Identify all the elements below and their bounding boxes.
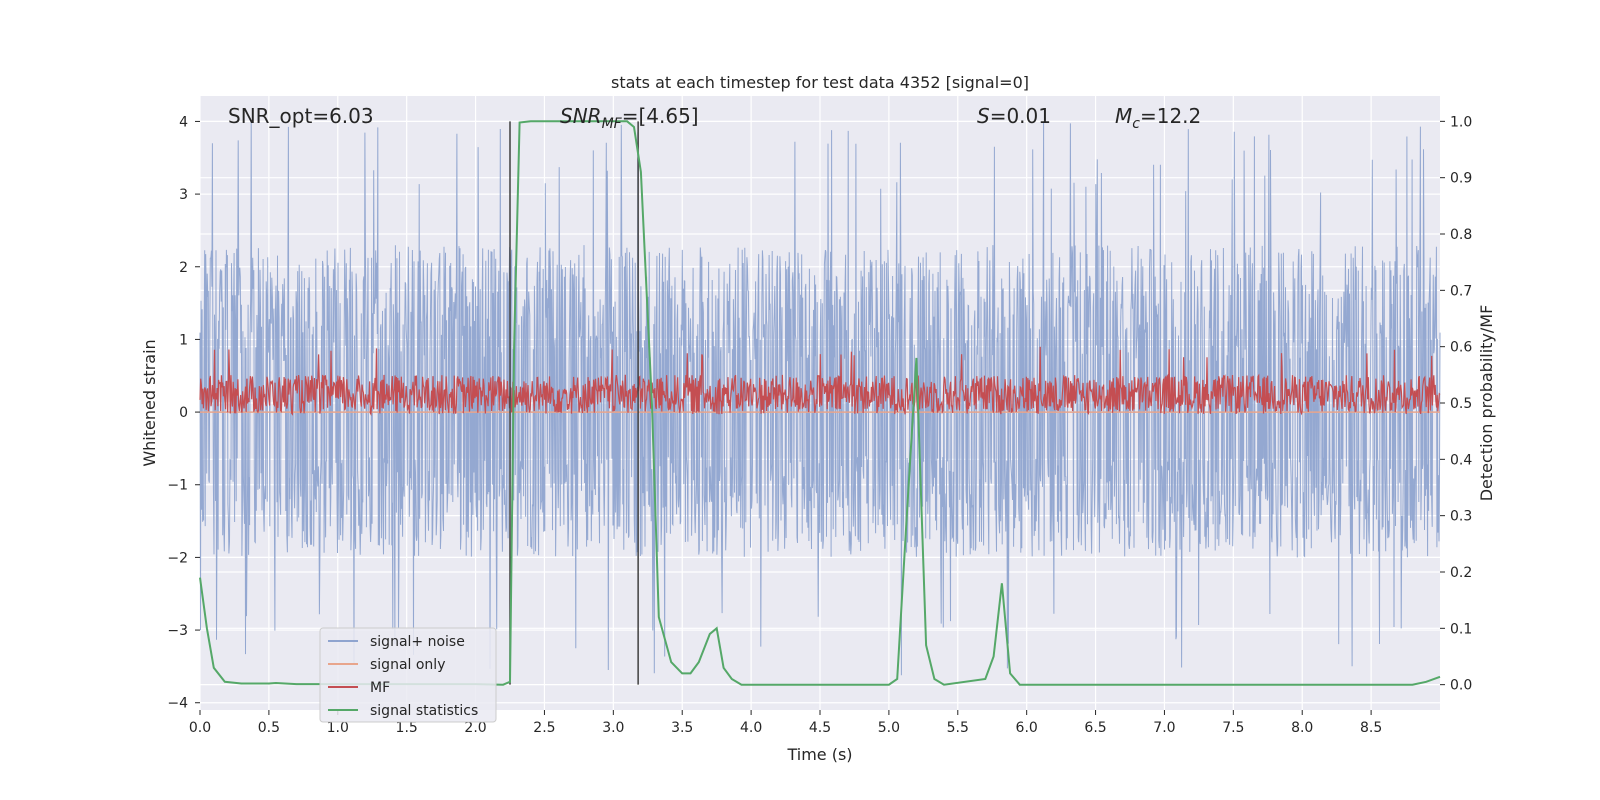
y2-tick-label-5: 0.5: [1450, 396, 1472, 412]
x-tick-label-3: 1.5: [396, 720, 418, 736]
x-tick-label-11: 5.5: [947, 720, 969, 736]
series-line-mf: [199, 346, 1441, 417]
legend-label-mf: MF: [370, 680, 390, 696]
chart-title: stats at each timestep for test data 435…: [611, 73, 1029, 92]
y-axis-right-label: Detection probability/MF: [1477, 305, 1496, 502]
x-tick-label-1: 0.5: [258, 720, 280, 736]
y2-tick-label-3: 0.7: [1450, 283, 1472, 299]
y-tick-label-2: 2: [179, 260, 188, 276]
y-tick-label-1: 3: [179, 187, 188, 203]
mf-series: [199, 346, 1441, 417]
annotation-snr-mf: SNRMF=[4.65]: [560, 104, 699, 132]
annotation-mc: Mc=12.2: [1115, 104, 1201, 132]
x-axis-label: Time (s): [786, 745, 852, 764]
x-tick-label-10: 5.0: [878, 720, 900, 736]
x-tick-label-5: 2.5: [533, 720, 555, 736]
y-tick-label-5: −1: [167, 478, 188, 494]
y-tick-label-6: −2: [167, 550, 188, 566]
legend-label-signal: signal only: [370, 657, 445, 673]
x-tick-label-9: 4.5: [809, 720, 831, 736]
x-tick-label-0: 0.0: [189, 720, 211, 736]
y2-tick-label-8: 0.2: [1450, 565, 1472, 581]
y2-tick-label-7: 0.3: [1450, 509, 1472, 525]
x-tick-label-7: 3.5: [671, 720, 693, 736]
y2-tick-label-0: 1.0: [1450, 114, 1472, 130]
series-line-signal-noise: [199, 122, 1441, 676]
y-axis-left-label: Whitened strain: [140, 339, 159, 466]
y2-tick-label-2: 0.8: [1450, 227, 1472, 243]
y-axis-left-ticks: 4 3 2 1 0 −1 −2 −3 −4: [167, 114, 200, 712]
x-tick-label-15: 7.5: [1222, 720, 1244, 736]
annotation-snr-opt: SNR_opt=6.03: [228, 104, 374, 128]
legend-box: [319, 627, 497, 723]
y2-tick-label-10: 0.0: [1450, 678, 1472, 694]
x-tick-label-13: 6.5: [1084, 720, 1106, 736]
annotation-s: S=0.01: [977, 104, 1051, 128]
y-tick-label-4: 0: [179, 405, 188, 421]
x-tick-label-14: 7.0: [1153, 720, 1175, 736]
x-tick-label-4: 2.0: [464, 720, 486, 736]
y-tick-label-3: 1: [179, 332, 188, 348]
x-tick-label-12: 6.0: [1016, 720, 1038, 736]
legend-label-noise: signal+ noise: [370, 634, 465, 650]
x-tick-label-17: 8.5: [1360, 720, 1382, 736]
x-tick-label-8: 4.0: [740, 720, 762, 736]
x-tick-label-2: 1.0: [327, 720, 349, 736]
y2-tick-label-1: 0.9: [1450, 171, 1472, 187]
y-axis-right-ticks: 1.0 0.9 0.8 0.7 0.6 0.5 0.4 0.3 0.2 0.1 0.0: [1440, 114, 1472, 694]
x-axis-ticks: 0.0 0.5 1.0 1.5 2.0 2.5 3.0 3.5 4.0 4.5 5.0 5.5 6.0 6…: [189, 710, 1382, 736]
y2-tick-label-4: 0.6: [1450, 340, 1472, 356]
y2-tick-label-9: 0.1: [1450, 621, 1472, 637]
marker-lines: [509, 121, 639, 685]
y-tick-label-0: 4: [179, 114, 188, 130]
x-tick-label-16: 8.0: [1291, 720, 1313, 736]
signal-noise-series: [199, 122, 1441, 676]
x-tick-label-6: 3.0: [602, 720, 624, 736]
legend: signal+ noise signal only MF signal stat…: [319, 627, 497, 723]
y-tick-label-8: −4: [167, 696, 188, 712]
y-tick-label-7: −3: [167, 623, 188, 639]
y2-tick-label-6: 0.4: [1450, 452, 1472, 468]
legend-label-stat: signal statistics: [370, 703, 478, 719]
